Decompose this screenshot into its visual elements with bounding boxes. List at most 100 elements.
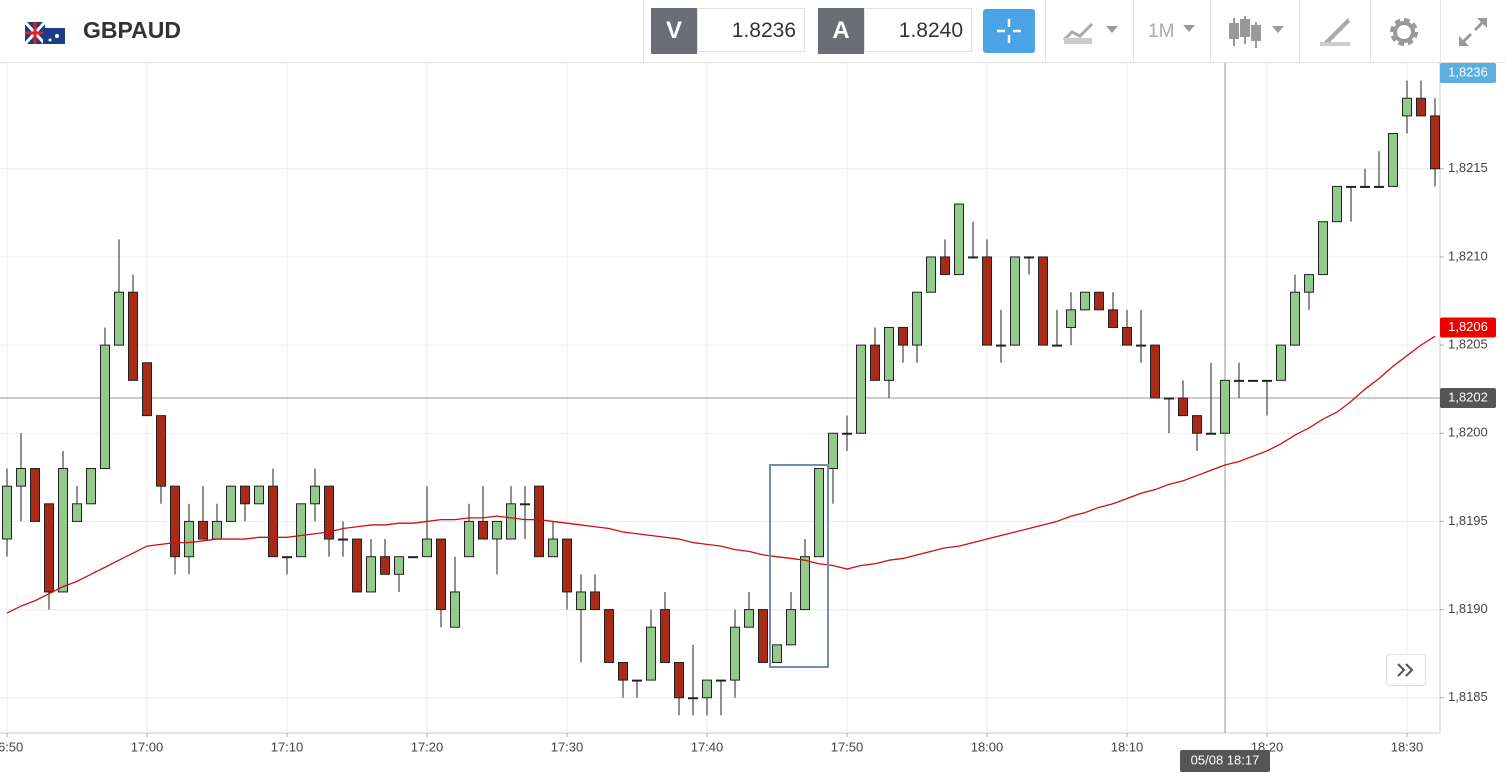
candle-body — [1220, 379, 1230, 434]
candle-body — [842, 432, 852, 435]
candle-body — [898, 326, 908, 346]
candle-body — [576, 591, 586, 611]
candle-body — [464, 520, 474, 558]
draw-button[interactable] — [1318, 16, 1352, 48]
candle-body — [128, 291, 138, 381]
candle-body — [170, 485, 180, 558]
candle-body — [1206, 432, 1216, 435]
candle-body — [1164, 397, 1174, 400]
candle-body — [940, 256, 950, 276]
bid-label[interactable]: V — [651, 8, 697, 54]
y-tick-label: 1,8205 — [1448, 337, 1488, 352]
settings-button[interactable] — [1388, 16, 1420, 48]
candle-body — [548, 538, 558, 558]
price-label-box — [1440, 63, 1496, 83]
candle-body — [1024, 256, 1034, 259]
candle-body — [926, 256, 936, 293]
x-tick-label: 17:20 — [411, 739, 444, 754]
candle-body — [674, 661, 684, 699]
candle-body — [492, 520, 502, 540]
candle-body — [58, 468, 68, 593]
candle-body — [1038, 256, 1048, 346]
x-tick-label: 18:30 — [1391, 739, 1424, 754]
x-tick-label: 17:30 — [551, 739, 584, 754]
candle-body — [72, 503, 82, 522]
candle-body — [856, 344, 866, 434]
separator — [1299, 0, 1300, 63]
crosshair-price-label: 1,8202 — [1448, 389, 1488, 404]
candle-body — [506, 503, 516, 540]
ask-price[interactable]: 1.8240 — [864, 8, 972, 52]
candle-body — [212, 520, 222, 540]
candle-body — [632, 679, 642, 682]
separator — [1133, 0, 1134, 63]
candle-body — [1178, 397, 1188, 417]
timeframe[interactable]: 1M — [1148, 21, 1175, 42]
candle-body — [16, 468, 26, 487]
candle-body — [408, 556, 418, 559]
candle-body — [688, 697, 698, 700]
dropdown-arrow — [1183, 25, 1195, 32]
y-tick-label: 1,8185 — [1448, 689, 1488, 704]
candle-body — [184, 520, 194, 558]
candle-body — [1052, 344, 1062, 347]
ask-label[interactable]: A — [818, 8, 864, 54]
toolbar: GBPAUD V 1.8236 A 1.8240 1M — [0, 0, 1505, 63]
candle-body — [450, 591, 460, 628]
candle-body — [282, 556, 292, 559]
candle-body — [1136, 344, 1146, 347]
separator — [1440, 0, 1441, 63]
chart-type-button[interactable] — [1062, 18, 1122, 46]
bid-price[interactable]: 1.8236 — [697, 8, 805, 52]
symbol: GBPAUD — [83, 17, 181, 43]
candle-body — [86, 468, 96, 505]
candle-body — [884, 326, 894, 381]
candle-body — [366, 556, 376, 593]
crosshair-button[interactable] — [983, 9, 1035, 53]
candle-body — [520, 503, 530, 506]
candle-body — [436, 538, 446, 611]
candle-body — [1262, 379, 1272, 382]
candle-body — [534, 485, 544, 558]
candle-body — [380, 556, 390, 575]
candle-body — [646, 626, 656, 681]
y-tick-label: 1,8190 — [1448, 601, 1488, 616]
candle-body — [968, 256, 978, 259]
candles-button[interactable] — [1228, 14, 1288, 50]
moving-average-line — [6, 335, 1436, 614]
candle-body — [1192, 415, 1202, 434]
fullscreen-button[interactable] — [1457, 16, 1489, 48]
flag-icon — [25, 22, 65, 44]
candle-body — [730, 626, 740, 681]
candle-body — [772, 644, 782, 663]
candle-body — [870, 344, 880, 381]
x-tick-label: 17:10 — [271, 739, 304, 754]
price-label: 1,8236 — [1448, 64, 1488, 79]
scroll-right-button[interactable] — [1386, 654, 1426, 686]
candle-body — [114, 291, 124, 346]
candle-body — [310, 485, 320, 505]
candle-body — [1416, 97, 1426, 117]
candle-body — [226, 485, 236, 522]
candle-body — [1080, 291, 1090, 311]
candle-body — [716, 679, 726, 682]
candle-body — [2, 485, 12, 540]
candle-body — [1248, 379, 1258, 382]
candle-body — [814, 468, 824, 558]
candle-body — [1388, 133, 1398, 187]
x-tick-label: 17:40 — [691, 739, 724, 754]
candle-body — [744, 609, 754, 628]
candle-body — [1276, 344, 1286, 381]
candle-body — [996, 344, 1006, 347]
candle-body — [1360, 185, 1370, 188]
y-tick-label: 1,8210 — [1448, 248, 1488, 263]
y-tick-label: 1,8200 — [1448, 425, 1488, 440]
x-tick-label: 18:10 — [1111, 739, 1144, 754]
candle-body — [1332, 185, 1342, 223]
candle-body — [1374, 185, 1384, 188]
candle-body — [828, 432, 838, 470]
candle-body — [478, 520, 488, 540]
price-label: 1,8206 — [1448, 319, 1488, 334]
candle-body — [1010, 256, 1020, 346]
